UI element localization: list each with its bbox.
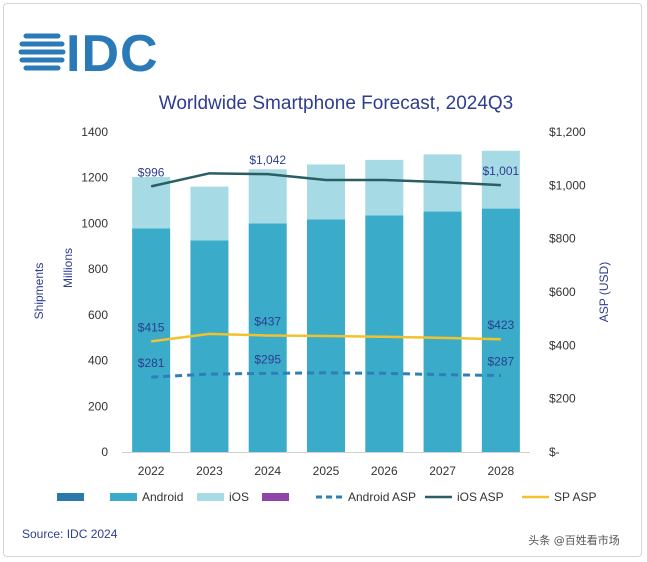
x-tick-label: 2024 — [254, 464, 281, 478]
y-left-tick-label: 800 — [88, 262, 108, 276]
y-left-tick-label: 200 — [88, 399, 108, 413]
bar-android-2027 — [423, 211, 462, 452]
y-right-tick-label: $1,000 — [549, 178, 586, 192]
y-right-tick-label: $600 — [549, 285, 576, 299]
bar-android-2024 — [248, 223, 287, 452]
x-tick-label: 2023 — [196, 464, 223, 478]
line-android-asp — [151, 371, 501, 379]
legend-swatch — [57, 493, 84, 501]
y-left-tick-label: 1000 — [81, 216, 108, 230]
y-left-tick-label: 0 — [101, 445, 108, 459]
y-right-tick-label: $200 — [549, 392, 576, 406]
y-left-tick-label: 1200 — [81, 171, 108, 185]
legend-label: Android ASP — [348, 490, 416, 504]
bar-android-2028 — [481, 208, 520, 452]
y-right-tick-label: $800 — [549, 232, 576, 246]
idc-logo: IDC — [18, 25, 159, 83]
bar-android-2026 — [365, 215, 404, 452]
bar-ios-2023 — [190, 186, 229, 241]
legend-swatch — [110, 493, 137, 501]
data-label-sp-asp: $415 — [138, 320, 165, 334]
x-tick-label: 2022 — [138, 464, 165, 478]
data-label-ios-asp: $1,001 — [483, 164, 520, 178]
legend-label: iOS ASP — [457, 490, 504, 504]
watermark-bg — [513, 530, 635, 548]
data-label-ios-asp: $1,042 — [249, 153, 286, 167]
globe-icon — [18, 33, 66, 71]
legend-label: iOS — [229, 490, 249, 504]
y-left-tick-label: 600 — [88, 308, 108, 322]
y-left-tick-label: 1400 — [81, 125, 108, 139]
y-axis-left-title-line1: Shipments — [32, 263, 46, 320]
bar-android-2023 — [190, 240, 229, 452]
y-axis-right-title: ASP (USD) — [597, 262, 611, 322]
data-label-ios-asp: $996 — [138, 165, 165, 179]
logo-text: IDC — [66, 25, 159, 83]
x-tick-label: 2025 — [313, 464, 340, 478]
x-tick-label: 2027 — [429, 464, 456, 478]
bar-ios-2022 — [132, 177, 171, 229]
data-label-sp-asp: $423 — [488, 318, 515, 332]
data-label-android-asp: $281 — [138, 356, 165, 370]
legend-swatch — [262, 493, 289, 501]
bar-ios-2028 — [481, 150, 520, 209]
y-axis-left-title-line2: Millions — [61, 248, 75, 288]
data-label-android-asp: $295 — [254, 352, 281, 366]
legend: Android iOS Android ASP iOS ASP SP ASP — [57, 490, 596, 504]
y-axis-left-title: Shipments Millions — [32, 248, 75, 319]
legend-swatch — [197, 493, 224, 501]
y-left-tick-label: 400 — [88, 354, 108, 368]
line-ios-asp — [150, 172, 501, 188]
legend-label: SP ASP — [554, 490, 596, 504]
line-sp-asp — [150, 332, 501, 343]
bar-ios-2026 — [365, 159, 404, 216]
bar-ios-2024 — [248, 169, 287, 224]
legend-label: Android — [142, 490, 183, 504]
data-label-android-asp: $287 — [488, 354, 515, 368]
x-tick-label: 2028 — [488, 464, 515, 478]
data-label-sp-asp: $437 — [254, 314, 281, 328]
y-right-tick-label: $1,200 — [549, 125, 586, 139]
y-right-tick-label: $400 — [549, 338, 576, 352]
watermark-text: 头条 @百姓看市场 — [528, 533, 620, 547]
chart-title: Worldwide Smartphone Forecast, 2024Q3 — [159, 93, 514, 114]
y-right-tick-label: $- — [549, 445, 560, 459]
source-note: Source: IDC 2024 — [22, 527, 118, 541]
x-tick-label: 2026 — [371, 464, 398, 478]
watermark: 头条 @百姓看市场 — [513, 530, 635, 548]
bar-ios-2025 — [307, 164, 345, 220]
